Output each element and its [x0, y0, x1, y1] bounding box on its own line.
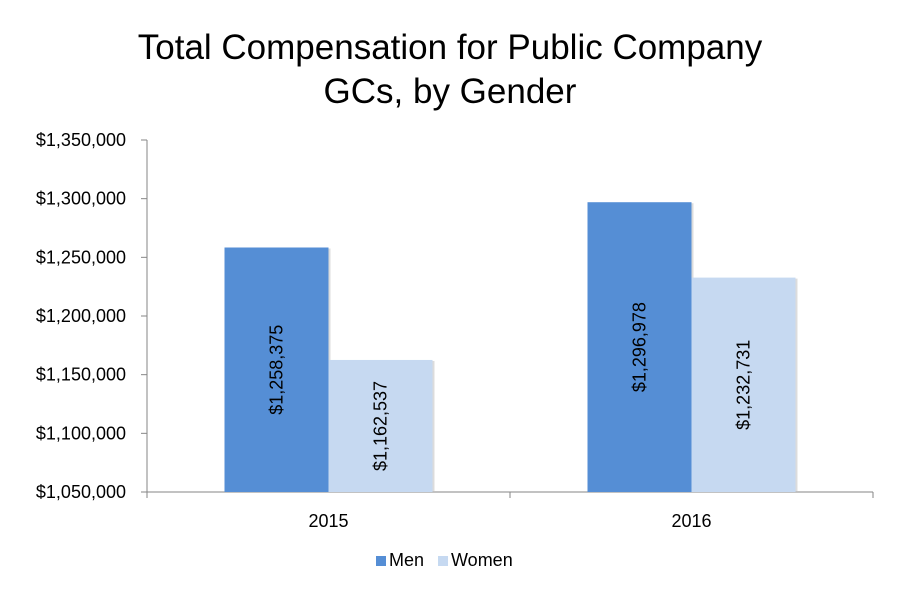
bar-men-2016: [587, 202, 692, 493]
y-tick-label: $1,150,000: [36, 365, 126, 385]
y-tick-label: $1,200,000: [36, 306, 126, 326]
data-label: $1,162,537: [371, 381, 391, 471]
legend-swatch-men: [376, 556, 386, 566]
bar-men-2015: [224, 247, 329, 492]
legend-label-men: Men: [389, 550, 424, 570]
y-tick-label: $1,250,000: [36, 247, 126, 267]
y-tick-label: $1,050,000: [36, 482, 126, 502]
data-label: $1,258,375: [267, 325, 287, 415]
legend-swatch-women: [438, 556, 449, 566]
y-tick-label: $1,300,000: [36, 189, 126, 209]
y-tick-label: $1,350,000: [36, 130, 126, 150]
x-tick-label: 2015: [308, 511, 348, 531]
data-label: $1,296,978: [630, 302, 650, 392]
y-tick-label: $1,100,000: [36, 423, 126, 443]
chart-title-line-1: Total Compensation for Public Company: [137, 28, 763, 67]
bar-women-2015: [328, 359, 433, 492]
x-tick-label: 2016: [671, 511, 711, 531]
chart-title-line-2: GCs, by Gender: [323, 72, 577, 111]
data-label: $1,232,731: [734, 340, 754, 430]
legend-label-women: Women: [451, 550, 513, 570]
bar-women-2016: [691, 277, 796, 492]
